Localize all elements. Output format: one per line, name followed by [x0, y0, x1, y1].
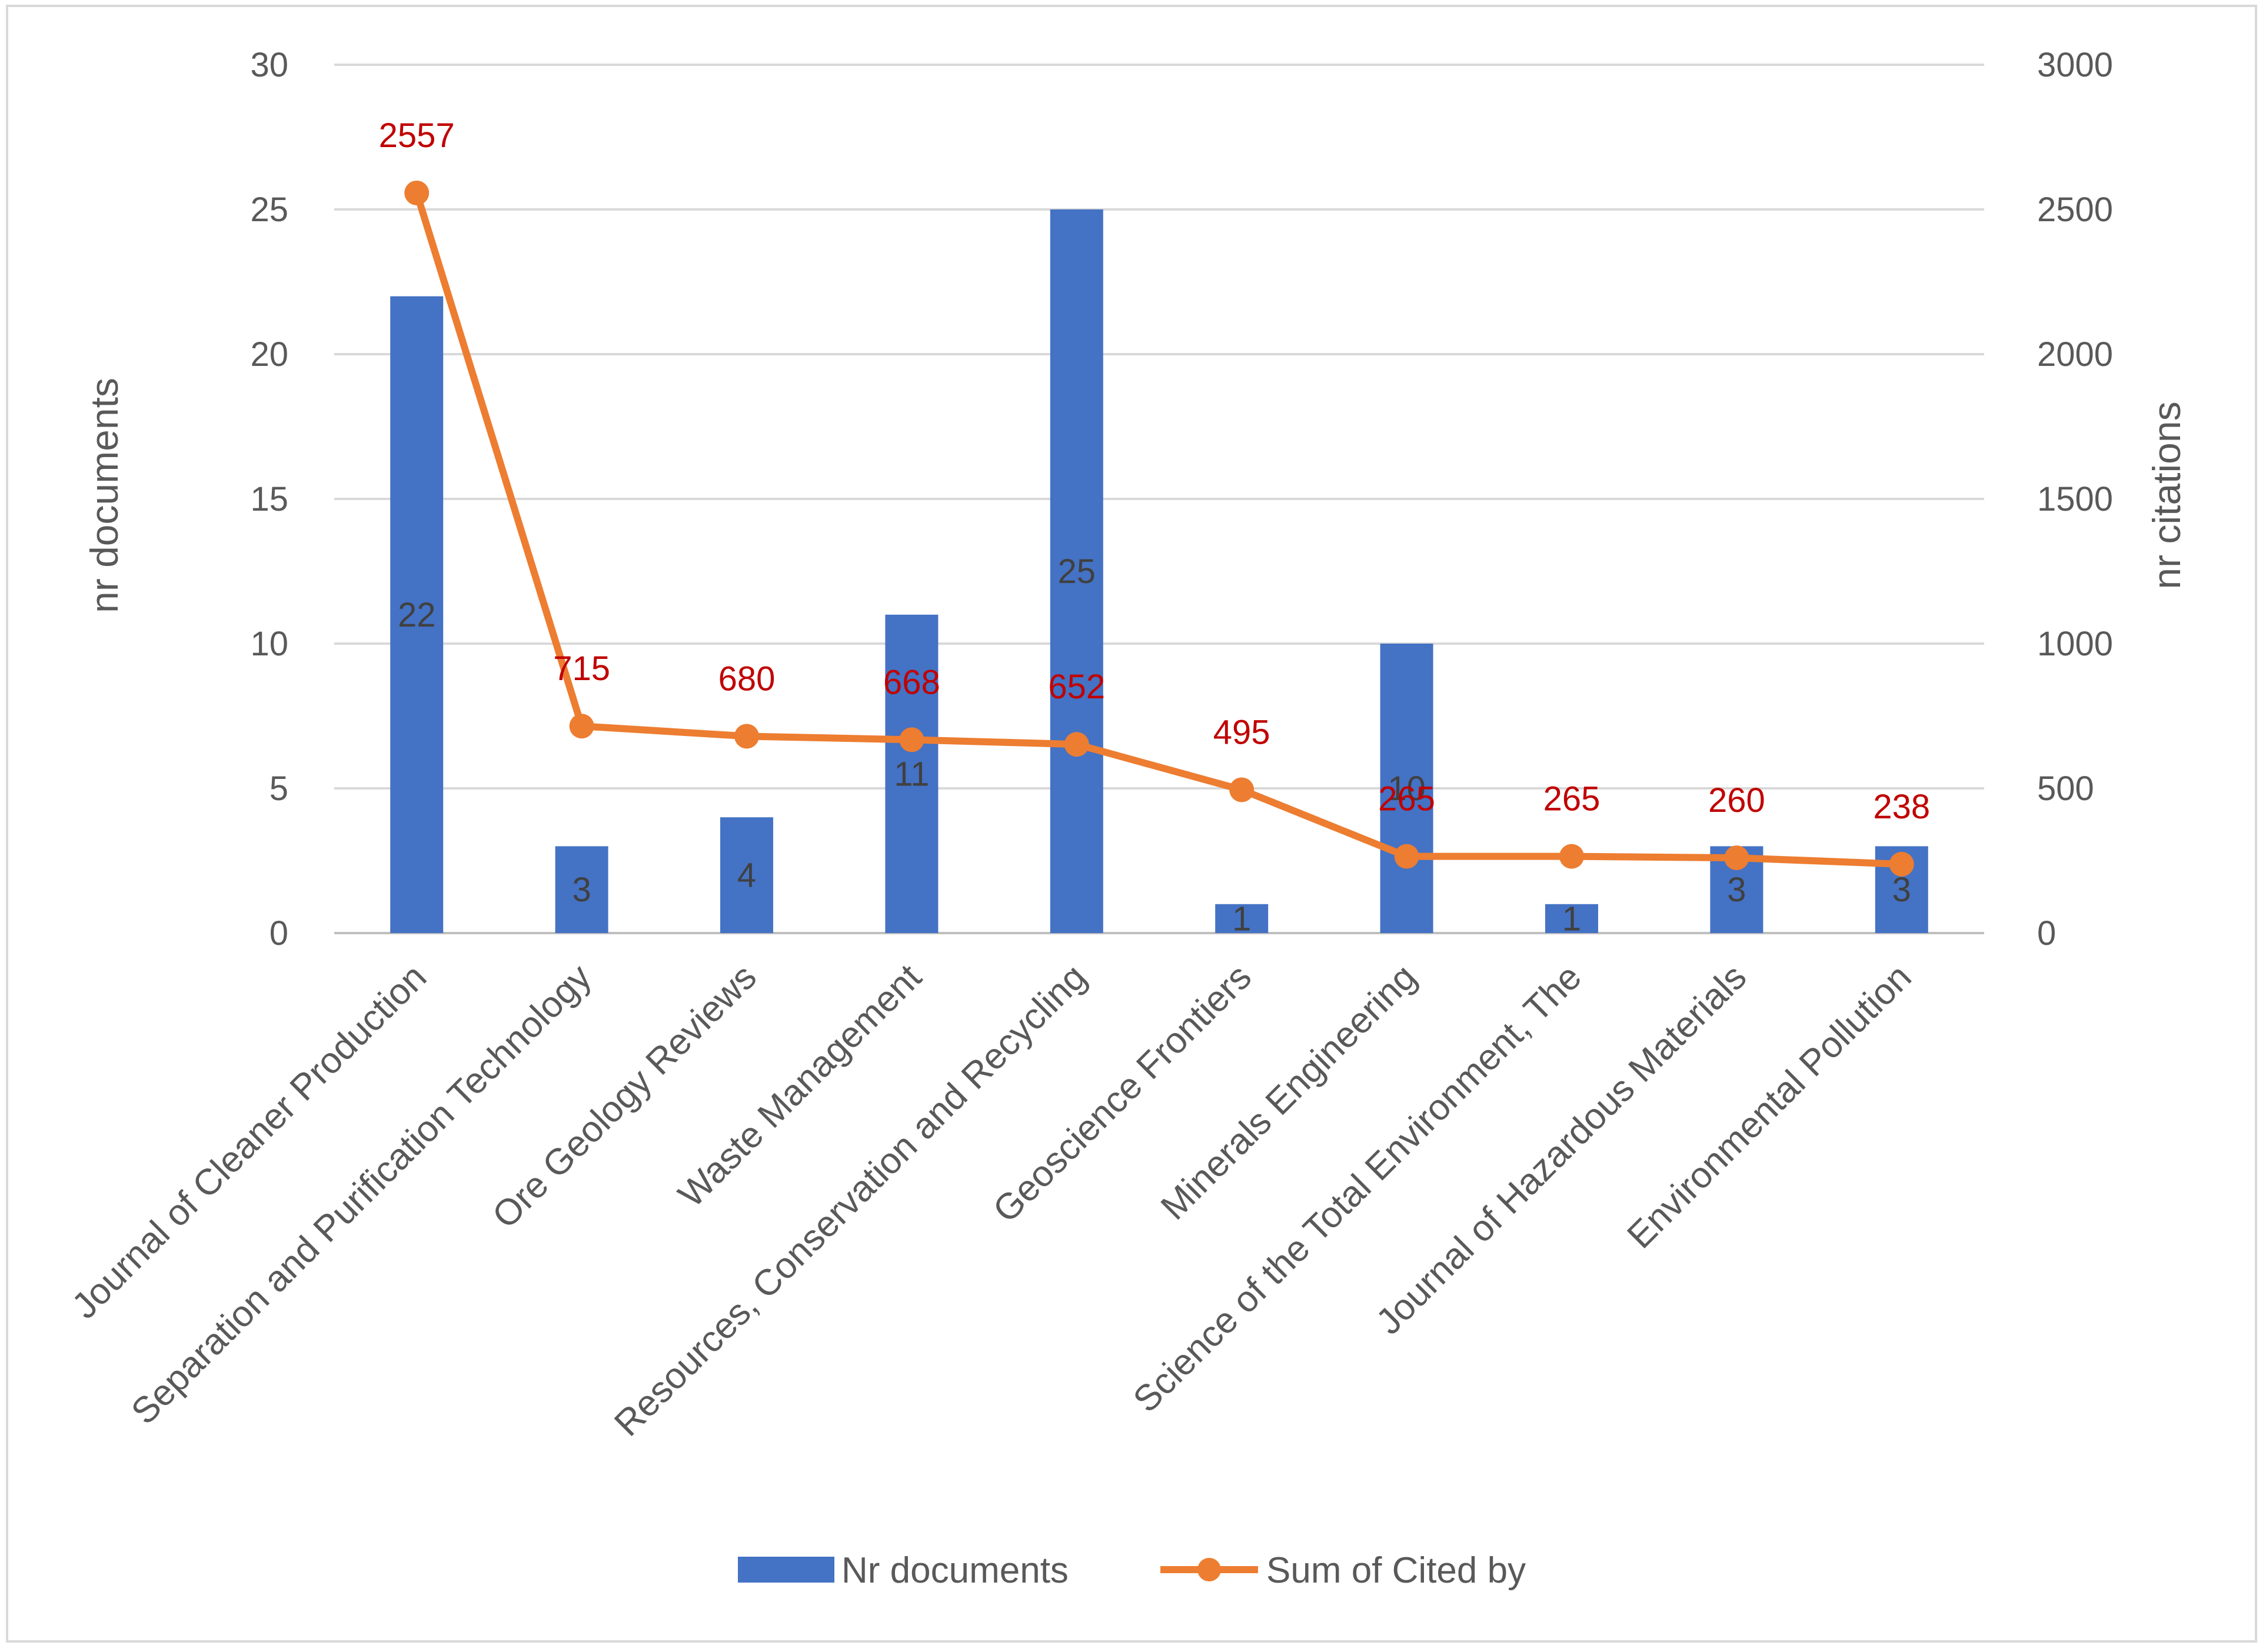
category-label: Journal of Cleaner Production [64, 957, 434, 1327]
bar [1545, 904, 1598, 933]
line-marker [569, 714, 594, 739]
right-tick-label: 1000 [2037, 625, 2113, 663]
line-data-label: 668 [883, 663, 940, 701]
bar [390, 296, 444, 934]
right-tick-label: 2500 [2037, 191, 2113, 229]
line-marker [1229, 777, 1255, 802]
bar-data-label: 25 [1058, 552, 1096, 591]
bar-data-label: 22 [398, 596, 436, 634]
line-data-label: 680 [718, 660, 776, 698]
line-data-label: 265 [1543, 780, 1600, 818]
line-marker [1064, 732, 1089, 757]
line-marker [1889, 851, 1914, 877]
bar-data-label: 3 [1727, 871, 1746, 909]
bar [555, 846, 608, 933]
left-tick-label: 5 [269, 770, 288, 808]
right-tick-label: 500 [2037, 770, 2094, 808]
right-tick-label: 3000 [2037, 46, 2113, 84]
line-marker [734, 724, 759, 749]
line-marker [1724, 845, 1749, 871]
bar-data-labels: 22 3 4 11 25 1 10 1 3 3 [398, 552, 1911, 938]
legend: Nr documents Sum of Cited by [738, 1550, 1526, 1591]
bar-data-label: 10 [1387, 770, 1426, 808]
bar-data-label: 3 [572, 871, 591, 909]
legend-label-nr-documents: Nr documents [841, 1550, 1069, 1591]
line-data-label: 652 [1048, 668, 1105, 706]
left-tick-label: 15 [250, 480, 288, 518]
right-axis-ticks: 0 500 1000 1500 2000 2500 3000 [2037, 46, 2113, 952]
citation-line [413, 192, 1902, 868]
legend-label-sum-of-cited-by: Sum of Cited by [1266, 1550, 1526, 1591]
bar [1215, 904, 1269, 933]
left-tick-label: 25 [250, 191, 288, 229]
right-tick-label: 1500 [2037, 480, 2113, 518]
line-data-label: 495 [1213, 713, 1270, 751]
right-tick-label: 2000 [2037, 335, 2113, 374]
gridlines [334, 64, 1984, 934]
bar [720, 817, 773, 933]
category-axis-labels: Journal of Cleaner ProductionSeparation … [64, 957, 1919, 1444]
line-marker [1559, 844, 1584, 869]
line-series-sum-of-cited-by [404, 180, 1914, 877]
bar [1380, 644, 1433, 933]
left-tick-label: 30 [250, 46, 288, 84]
left-axis-title: nr documents [82, 378, 126, 613]
category-label: Journal of Hazardous Materials [1369, 957, 1755, 1343]
bar-data-label: 1 [1562, 900, 1581, 938]
line-marker [1394, 844, 1419, 869]
line-data-label: 2557 [379, 116, 455, 155]
category-label: Ore Geology Reviews [485, 957, 764, 1236]
right-tick-label: 0 [2037, 914, 2056, 952]
bar [1050, 209, 1103, 933]
line-data-label: 238 [1873, 788, 1930, 826]
left-tick-label: 0 [269, 914, 288, 952]
bar-data-label: 11 [894, 755, 929, 793]
line-data-label: 260 [1708, 781, 1765, 820]
chart-frame [6, 5, 2257, 1643]
left-axis-ticks: 0 5 10 15 20 25 30 [250, 46, 288, 952]
left-tick-label: 20 [250, 335, 288, 374]
right-axis-title: nr citations [2145, 401, 2188, 589]
legend-line-marker [1197, 1558, 1221, 1581]
line-data-label: 715 [553, 650, 610, 688]
category-label: Environmental Pollution [1619, 957, 1919, 1256]
line-data-labels: 2557 715 680 668 652 495 265 265 260 238 [379, 116, 1931, 826]
line-marker [899, 727, 924, 752]
bar-data-label: 4 [737, 857, 756, 895]
bar-data-label: 3 [1892, 871, 1911, 909]
line-marker [404, 180, 430, 205]
bar [885, 614, 939, 933]
left-tick-label: 10 [250, 625, 288, 663]
bar-series-nr-documents [390, 209, 1928, 934]
line-data-label: 265 [1378, 780, 1435, 818]
bar-data-label: 1 [1232, 900, 1251, 938]
legend-bar-swatch [738, 1557, 834, 1583]
